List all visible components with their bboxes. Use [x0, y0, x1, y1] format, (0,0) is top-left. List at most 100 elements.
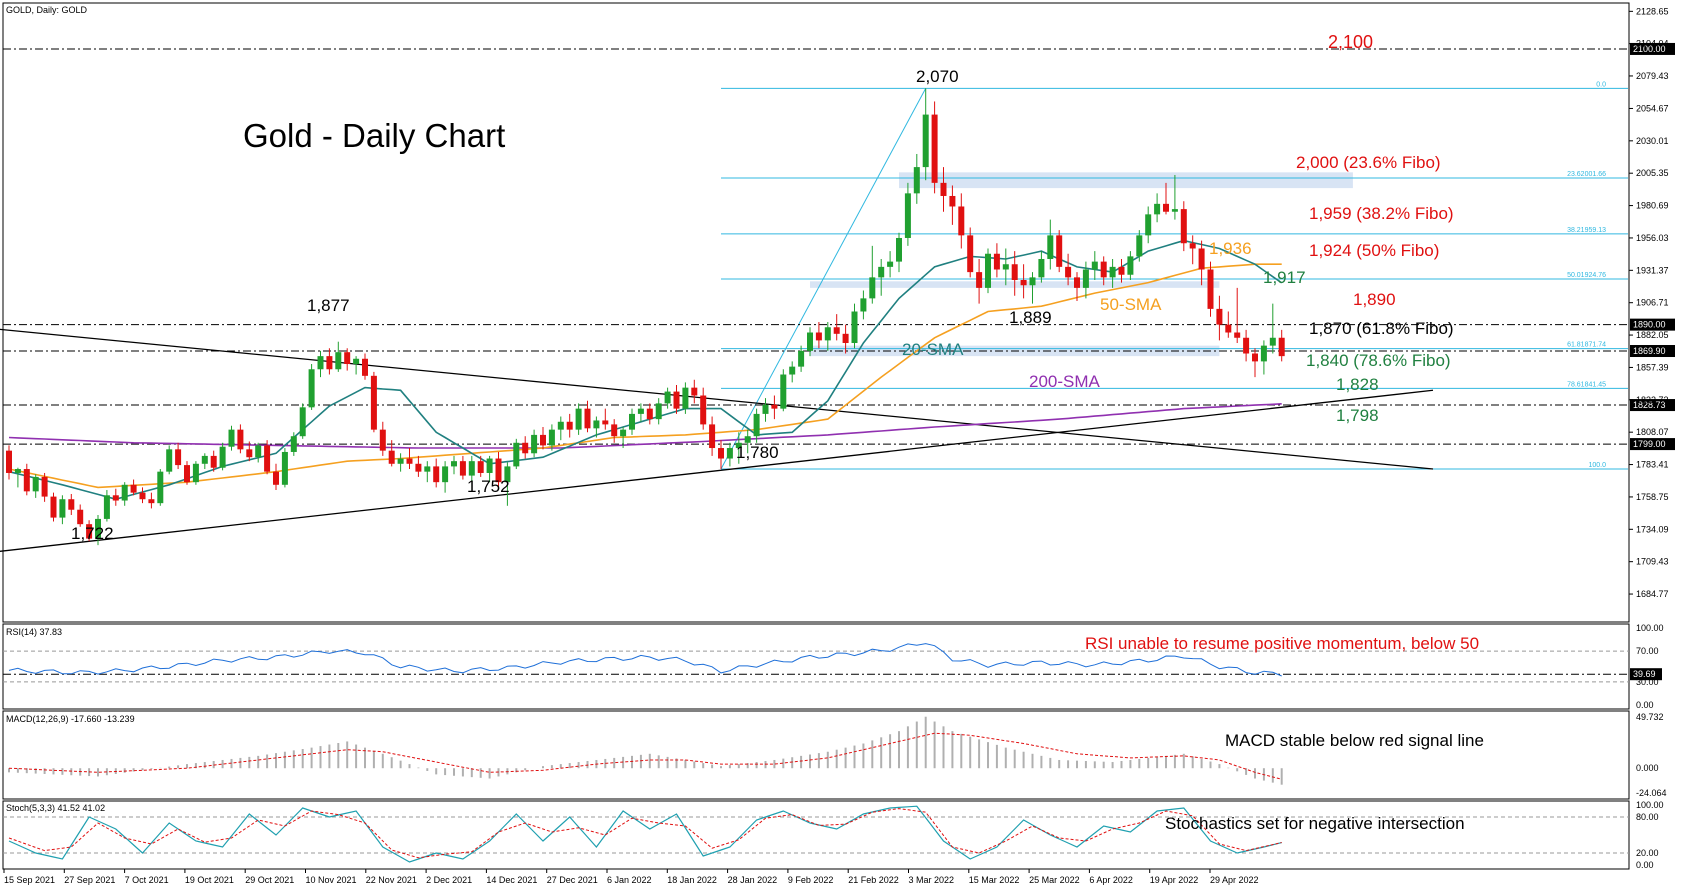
price-annotation: 1,936 [1209, 239, 1252, 258]
price-tick-label: 1882.05 [1636, 330, 1669, 340]
candle-body [210, 455, 217, 468]
macd-label: MACD(12,26,9) -17.660 -13.239 [6, 714, 135, 724]
price-annotation: 1,780 [736, 443, 779, 462]
stoch-k-line [8, 805, 1282, 863]
price-tick-label: 1808.07 [1636, 427, 1669, 437]
candle-body [103, 495, 110, 519]
candle-body [1056, 235, 1063, 267]
candle-body [451, 461, 457, 467]
candle-body [566, 421, 573, 430]
price-annotation: 1,722 [71, 524, 114, 543]
candle-body [353, 358, 360, 365]
candle-body [744, 436, 751, 443]
candle-body [175, 449, 182, 466]
candle-body [584, 408, 591, 429]
candle-body [139, 492, 146, 500]
time-tick-label: 19 Apr 2022 [1150, 875, 1199, 885]
candle-body [344, 352, 351, 365]
candle-body [922, 114, 929, 168]
candle-body [433, 466, 440, 483]
time-tick-label: 25 Mar 2022 [1029, 875, 1080, 885]
time-tick-label: 2 Dec 2021 [426, 875, 472, 885]
candle-body [967, 235, 974, 273]
macd-tick-label: 49.732 [1636, 712, 1664, 722]
candle-body [807, 332, 813, 351]
candle-body [798, 350, 805, 367]
price-tick-label: 2030.01 [1636, 136, 1669, 146]
candle-body [486, 458, 493, 473]
candle-body [246, 449, 253, 458]
candle-body [611, 424, 618, 437]
candle-body [887, 261, 894, 267]
candle-body [949, 195, 956, 207]
candle-body [504, 466, 511, 483]
level-price-tag-bg [1630, 438, 1675, 451]
candle-body [1145, 214, 1152, 236]
price-tick-label: 1931.37 [1636, 265, 1669, 275]
price-annotation: 1,870 (61.8% Fibo) [1309, 319, 1454, 338]
macd-note: MACD stable below red signal line [1225, 731, 1484, 750]
candle-body [709, 424, 716, 449]
candle-body [1269, 337, 1276, 346]
price-annotations: 2,100 2,070 2,000 (23.6% Fibo) 1,959 (38.2%… [71, 32, 1454, 543]
price-tick-label: 1783.41 [1636, 460, 1669, 470]
price-tick-label: 1734.09 [1636, 524, 1669, 534]
candle-body [548, 429, 555, 446]
candle-body [726, 448, 733, 459]
price-panel-frame [2, 2, 1630, 623]
price-axis: 2128.65 2104.04 2079.43 2054.67 2030.01 2005.… [1629, 6, 1669, 599]
candle-body [629, 413, 635, 430]
candle-body [406, 458, 413, 464]
shaded-zone [899, 172, 1353, 189]
candle-body [1180, 209, 1187, 244]
time-tick-label: 3 Mar 2022 [909, 875, 955, 885]
candle-body [913, 167, 920, 194]
candle-body [1118, 266, 1125, 275]
candle-body [264, 445, 271, 472]
price-annotation: 1,890 [1353, 290, 1396, 309]
price-tick-label: 2005.35 [1636, 168, 1669, 178]
candle-body [192, 463, 199, 483]
candle-body [219, 446, 226, 468]
stoch-note: Stochastics set for negative intersectio… [1165, 814, 1465, 833]
level-price-tag: 1890.00 [1633, 320, 1666, 330]
candle-body [317, 356, 324, 370]
candles [6, 88, 1285, 546]
candle-body [1011, 264, 1018, 280]
rsi-panel-frame [2, 623, 1630, 710]
candle-body [184, 465, 190, 483]
time-tick-label: 18 Jan 2022 [667, 875, 717, 885]
candle-body [993, 253, 1000, 270]
candle-body [940, 182, 947, 196]
sma50-line [8, 263, 1282, 489]
candle-body [1100, 261, 1107, 278]
time-tick-label: 15 Mar 2022 [969, 875, 1020, 885]
time-tick-label: 14 Dec 2021 [486, 875, 537, 885]
time-tick-label: 10 Nov 2021 [306, 875, 357, 885]
price-tick-label: 1980.69 [1636, 201, 1669, 211]
price-tick-label: 2054.67 [1636, 103, 1669, 113]
candle-body [166, 449, 173, 472]
macd-panel: 49.732 0.000 -24.064 [8, 712, 1667, 798]
rsi-label: RSI(14) 37.83 [6, 627, 62, 637]
candle-body [1198, 248, 1205, 270]
candle-body [789, 366, 796, 375]
fib-level-tag: 0.0 [1596, 81, 1606, 88]
time-tick-label: 9 Feb 2022 [788, 875, 834, 885]
candle-body [575, 408, 582, 430]
rsi-tick-label: 30.00 [1636, 677, 1659, 687]
candle-body [700, 395, 707, 425]
rsi-tick-label: 0.00 [1636, 700, 1654, 710]
price-annotation: 2,000 (23.6% Fibo) [1296, 153, 1441, 172]
price-annotation: 1,889 [1009, 308, 1052, 327]
trendline [0, 389, 1434, 552]
candle-body [14, 469, 21, 473]
price-tick-label: 1709.43 [1636, 557, 1669, 567]
candle-body [299, 407, 306, 437]
price-annotation: 20-SMA [902, 340, 964, 359]
candle-body [370, 375, 377, 430]
candle-body [780, 374, 787, 409]
level-price-tag-bg [1630, 42, 1675, 55]
candle-body [771, 404, 778, 409]
candle-body [1127, 256, 1134, 275]
